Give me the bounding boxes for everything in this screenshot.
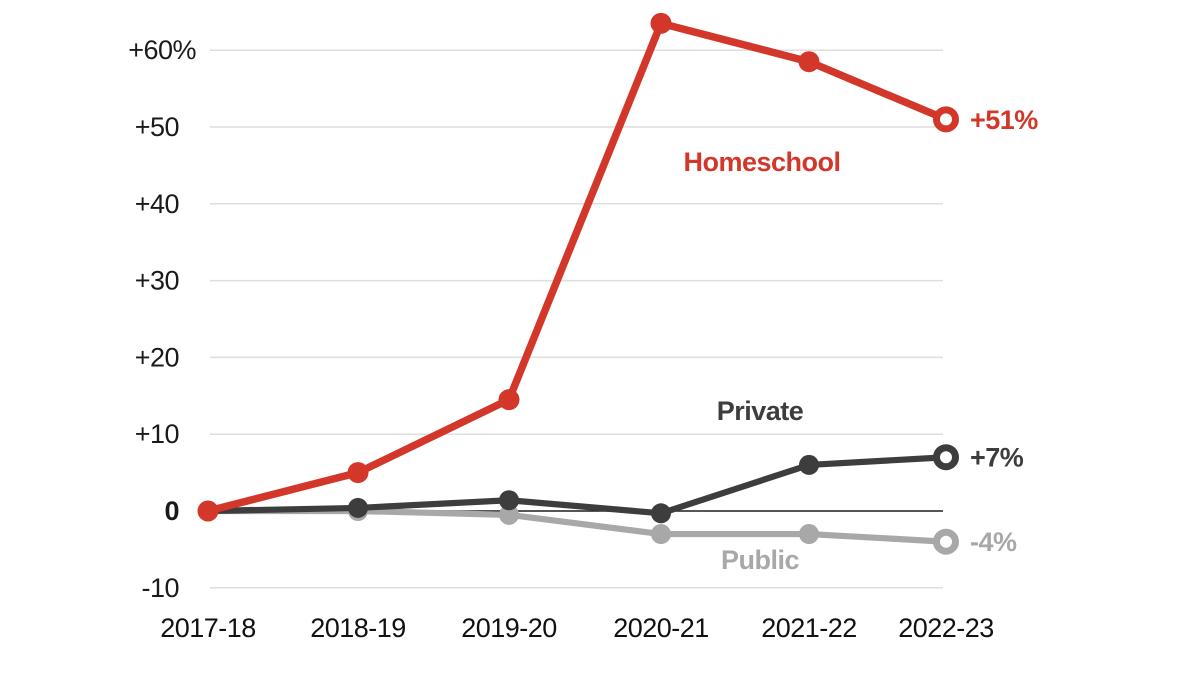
data-point-private (799, 454, 819, 475)
x-tick-label: 2019-20 (461, 613, 557, 643)
x-tick-label: 2018-19 (310, 613, 406, 643)
data-point-homeschool (798, 51, 820, 73)
x-tick-label: 2020-21 (613, 613, 709, 643)
y-tick-label: +50 (135, 112, 179, 142)
end-point-ring-homeschool (933, 106, 959, 133)
series-line-public (204, 507, 950, 545)
end-point-ring-public (933, 528, 959, 555)
data-point-homeschool (347, 462, 369, 484)
y-tick-label: +40 (135, 189, 179, 219)
data-point-private (348, 497, 368, 518)
end-label-homeschool: +51% (970, 105, 1038, 135)
data-point-public (651, 524, 671, 545)
x-tick-label: 2017-18 (160, 613, 256, 643)
x-tick-label: 2022-23 (898, 613, 994, 643)
y-tick-label: 0 (164, 496, 179, 526)
y-tick-label: +20 (135, 342, 179, 372)
data-point-homeschool (197, 500, 219, 522)
data-point-public (499, 504, 519, 525)
data-point-private (651, 503, 671, 524)
y-tick-label: +10 (135, 419, 179, 449)
series-label-public: Public (721, 545, 799, 575)
series-line-private (204, 454, 950, 517)
data-point-public (799, 524, 819, 545)
series-label-private: Private (717, 396, 804, 426)
end-label-private: +7% (970, 443, 1024, 473)
x-tick-label: 2021-22 (761, 613, 857, 643)
data-point-homeschool (498, 389, 520, 411)
y-tick-label: +30 (135, 266, 179, 296)
end-point-ring-private (933, 444, 959, 471)
data-point-private (499, 490, 519, 511)
data-point-homeschool (650, 12, 672, 34)
series-label-homeschool: Homeschool (683, 147, 840, 177)
series-line-homeschool (204, 19, 950, 515)
end-label-public: -4% (970, 527, 1017, 557)
y-tick-label: -10 (141, 573, 179, 603)
y-tick-label: +60% (128, 35, 196, 65)
